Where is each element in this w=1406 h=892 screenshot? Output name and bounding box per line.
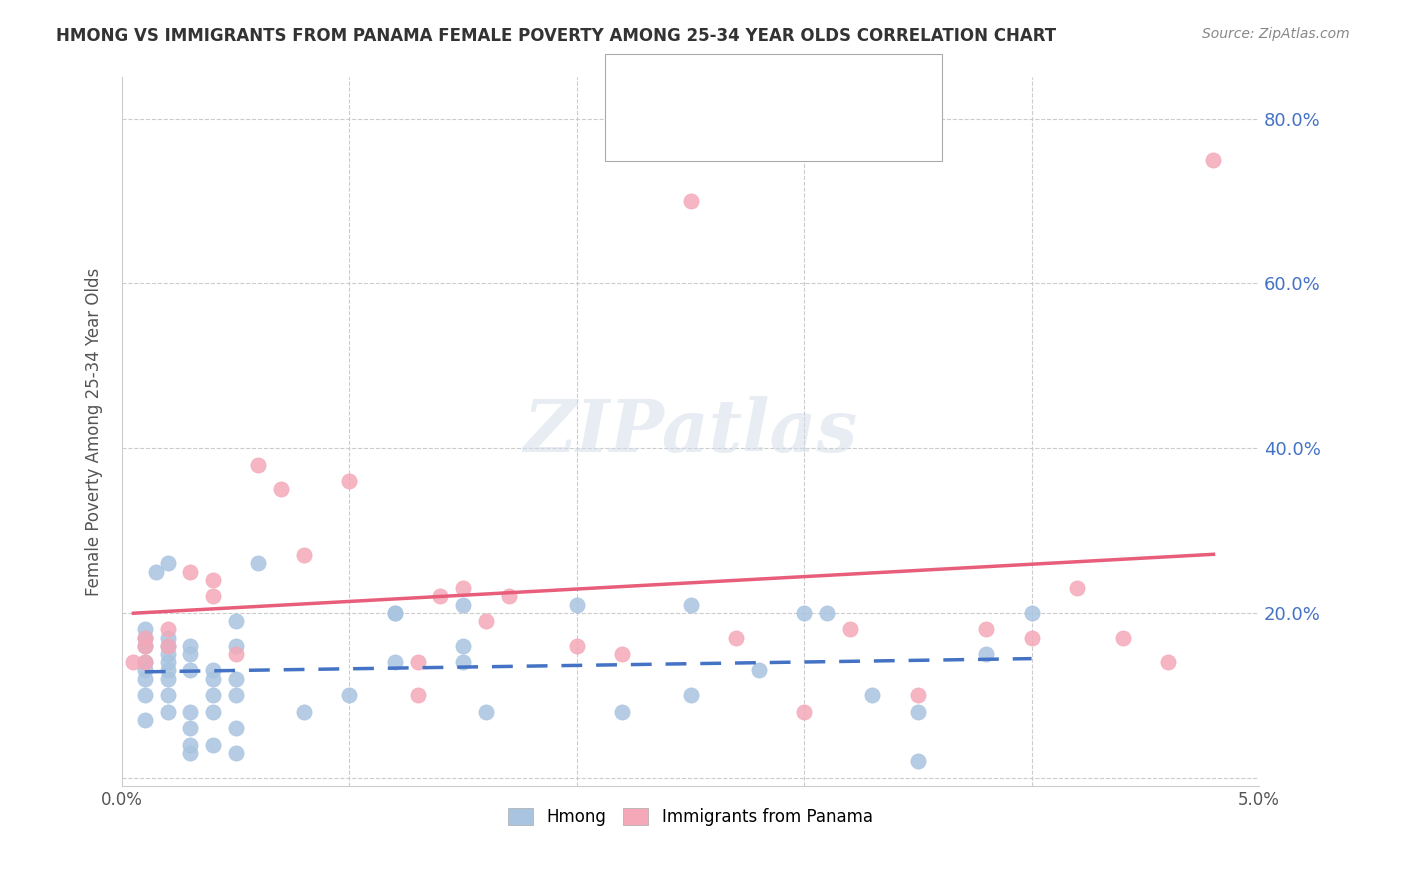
Point bbox=[907, 688, 929, 702]
Text: ZIPatlas: ZIPatlas bbox=[523, 396, 858, 467]
Point bbox=[1157, 655, 1180, 669]
Point bbox=[406, 688, 429, 702]
Point bbox=[134, 622, 156, 636]
Point bbox=[612, 647, 634, 661]
Point bbox=[225, 746, 247, 760]
Point bbox=[225, 647, 247, 661]
Point bbox=[1066, 581, 1088, 595]
Point bbox=[1021, 606, 1043, 620]
Point bbox=[225, 614, 247, 628]
Point bbox=[1202, 153, 1225, 167]
Point bbox=[292, 548, 315, 562]
Point bbox=[156, 664, 179, 678]
Point bbox=[793, 606, 815, 620]
Point bbox=[156, 655, 179, 669]
Point bbox=[451, 581, 474, 595]
Y-axis label: Female Poverty Among 25-34 Year Olds: Female Poverty Among 25-34 Year Olds bbox=[86, 268, 103, 596]
Point bbox=[134, 655, 156, 669]
Point bbox=[247, 557, 270, 571]
Point bbox=[612, 705, 634, 719]
Point bbox=[225, 688, 247, 702]
Point bbox=[225, 672, 247, 686]
Point bbox=[225, 721, 247, 735]
Point bbox=[179, 664, 201, 678]
Point bbox=[724, 631, 747, 645]
Point bbox=[339, 474, 361, 488]
Point bbox=[907, 705, 929, 719]
Text: Source: ZipAtlas.com: Source: ZipAtlas.com bbox=[1202, 27, 1350, 41]
Point bbox=[201, 664, 224, 678]
Point bbox=[451, 639, 474, 653]
Point bbox=[565, 639, 588, 653]
Point bbox=[565, 598, 588, 612]
Point bbox=[134, 631, 156, 645]
Point bbox=[134, 631, 156, 645]
Point bbox=[156, 688, 179, 702]
Point bbox=[451, 598, 474, 612]
Point bbox=[201, 590, 224, 604]
Point bbox=[134, 672, 156, 686]
Point bbox=[201, 688, 224, 702]
Point bbox=[134, 713, 156, 727]
Point bbox=[179, 738, 201, 752]
Point bbox=[815, 606, 838, 620]
Point bbox=[122, 655, 145, 669]
Point bbox=[475, 705, 498, 719]
Point bbox=[451, 655, 474, 669]
Point bbox=[1111, 631, 1133, 645]
Point bbox=[1021, 631, 1043, 645]
Point bbox=[145, 565, 167, 579]
Point bbox=[134, 664, 156, 678]
Point bbox=[179, 647, 201, 661]
Point bbox=[134, 639, 156, 653]
Point bbox=[156, 557, 179, 571]
Point bbox=[384, 655, 406, 669]
Point bbox=[201, 705, 224, 719]
Point bbox=[838, 622, 860, 636]
Point bbox=[156, 672, 179, 686]
Point bbox=[748, 664, 770, 678]
Point bbox=[134, 688, 156, 702]
Point bbox=[679, 194, 702, 208]
Point bbox=[292, 705, 315, 719]
Point bbox=[156, 639, 179, 653]
Point bbox=[156, 639, 179, 653]
Point bbox=[156, 622, 179, 636]
Point bbox=[247, 458, 270, 472]
Point bbox=[860, 688, 883, 702]
Point bbox=[156, 705, 179, 719]
Point bbox=[134, 639, 156, 653]
Point bbox=[793, 705, 815, 719]
Text: HMONG VS IMMIGRANTS FROM PANAMA FEMALE POVERTY AMONG 25-34 YEAR OLDS CORRELATION: HMONG VS IMMIGRANTS FROM PANAMA FEMALE P… bbox=[56, 27, 1056, 45]
Point bbox=[907, 754, 929, 768]
Legend: Hmong, Immigrants from Panama: Hmong, Immigrants from Panama bbox=[501, 799, 882, 834]
Point bbox=[201, 738, 224, 752]
Point bbox=[270, 483, 292, 497]
Point bbox=[201, 573, 224, 587]
Point bbox=[179, 705, 201, 719]
Point bbox=[384, 606, 406, 620]
Point bbox=[179, 721, 201, 735]
Point bbox=[429, 590, 451, 604]
Point bbox=[974, 647, 997, 661]
Point bbox=[406, 655, 429, 669]
Point bbox=[225, 639, 247, 653]
Point bbox=[679, 598, 702, 612]
Point bbox=[339, 688, 361, 702]
Point bbox=[475, 614, 498, 628]
Point bbox=[179, 746, 201, 760]
Point bbox=[156, 631, 179, 645]
Point bbox=[974, 622, 997, 636]
Point bbox=[179, 565, 201, 579]
Point bbox=[134, 655, 156, 669]
Point bbox=[156, 647, 179, 661]
Point bbox=[179, 639, 201, 653]
Point bbox=[201, 672, 224, 686]
Point bbox=[498, 590, 520, 604]
Point bbox=[384, 606, 406, 620]
Point bbox=[679, 688, 702, 702]
